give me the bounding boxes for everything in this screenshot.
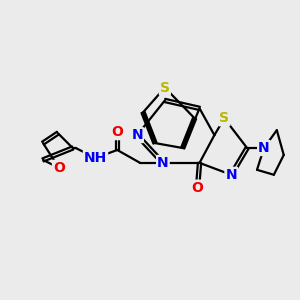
Text: O: O — [192, 181, 203, 195]
Text: S: S — [160, 81, 170, 94]
Text: O: O — [111, 125, 123, 139]
Text: N: N — [157, 156, 169, 170]
Text: N: N — [131, 128, 143, 142]
Text: NH: NH — [84, 151, 107, 165]
Text: S: S — [219, 111, 229, 125]
Text: N: N — [258, 141, 270, 155]
Text: O: O — [53, 161, 65, 175]
Text: N: N — [225, 168, 237, 182]
